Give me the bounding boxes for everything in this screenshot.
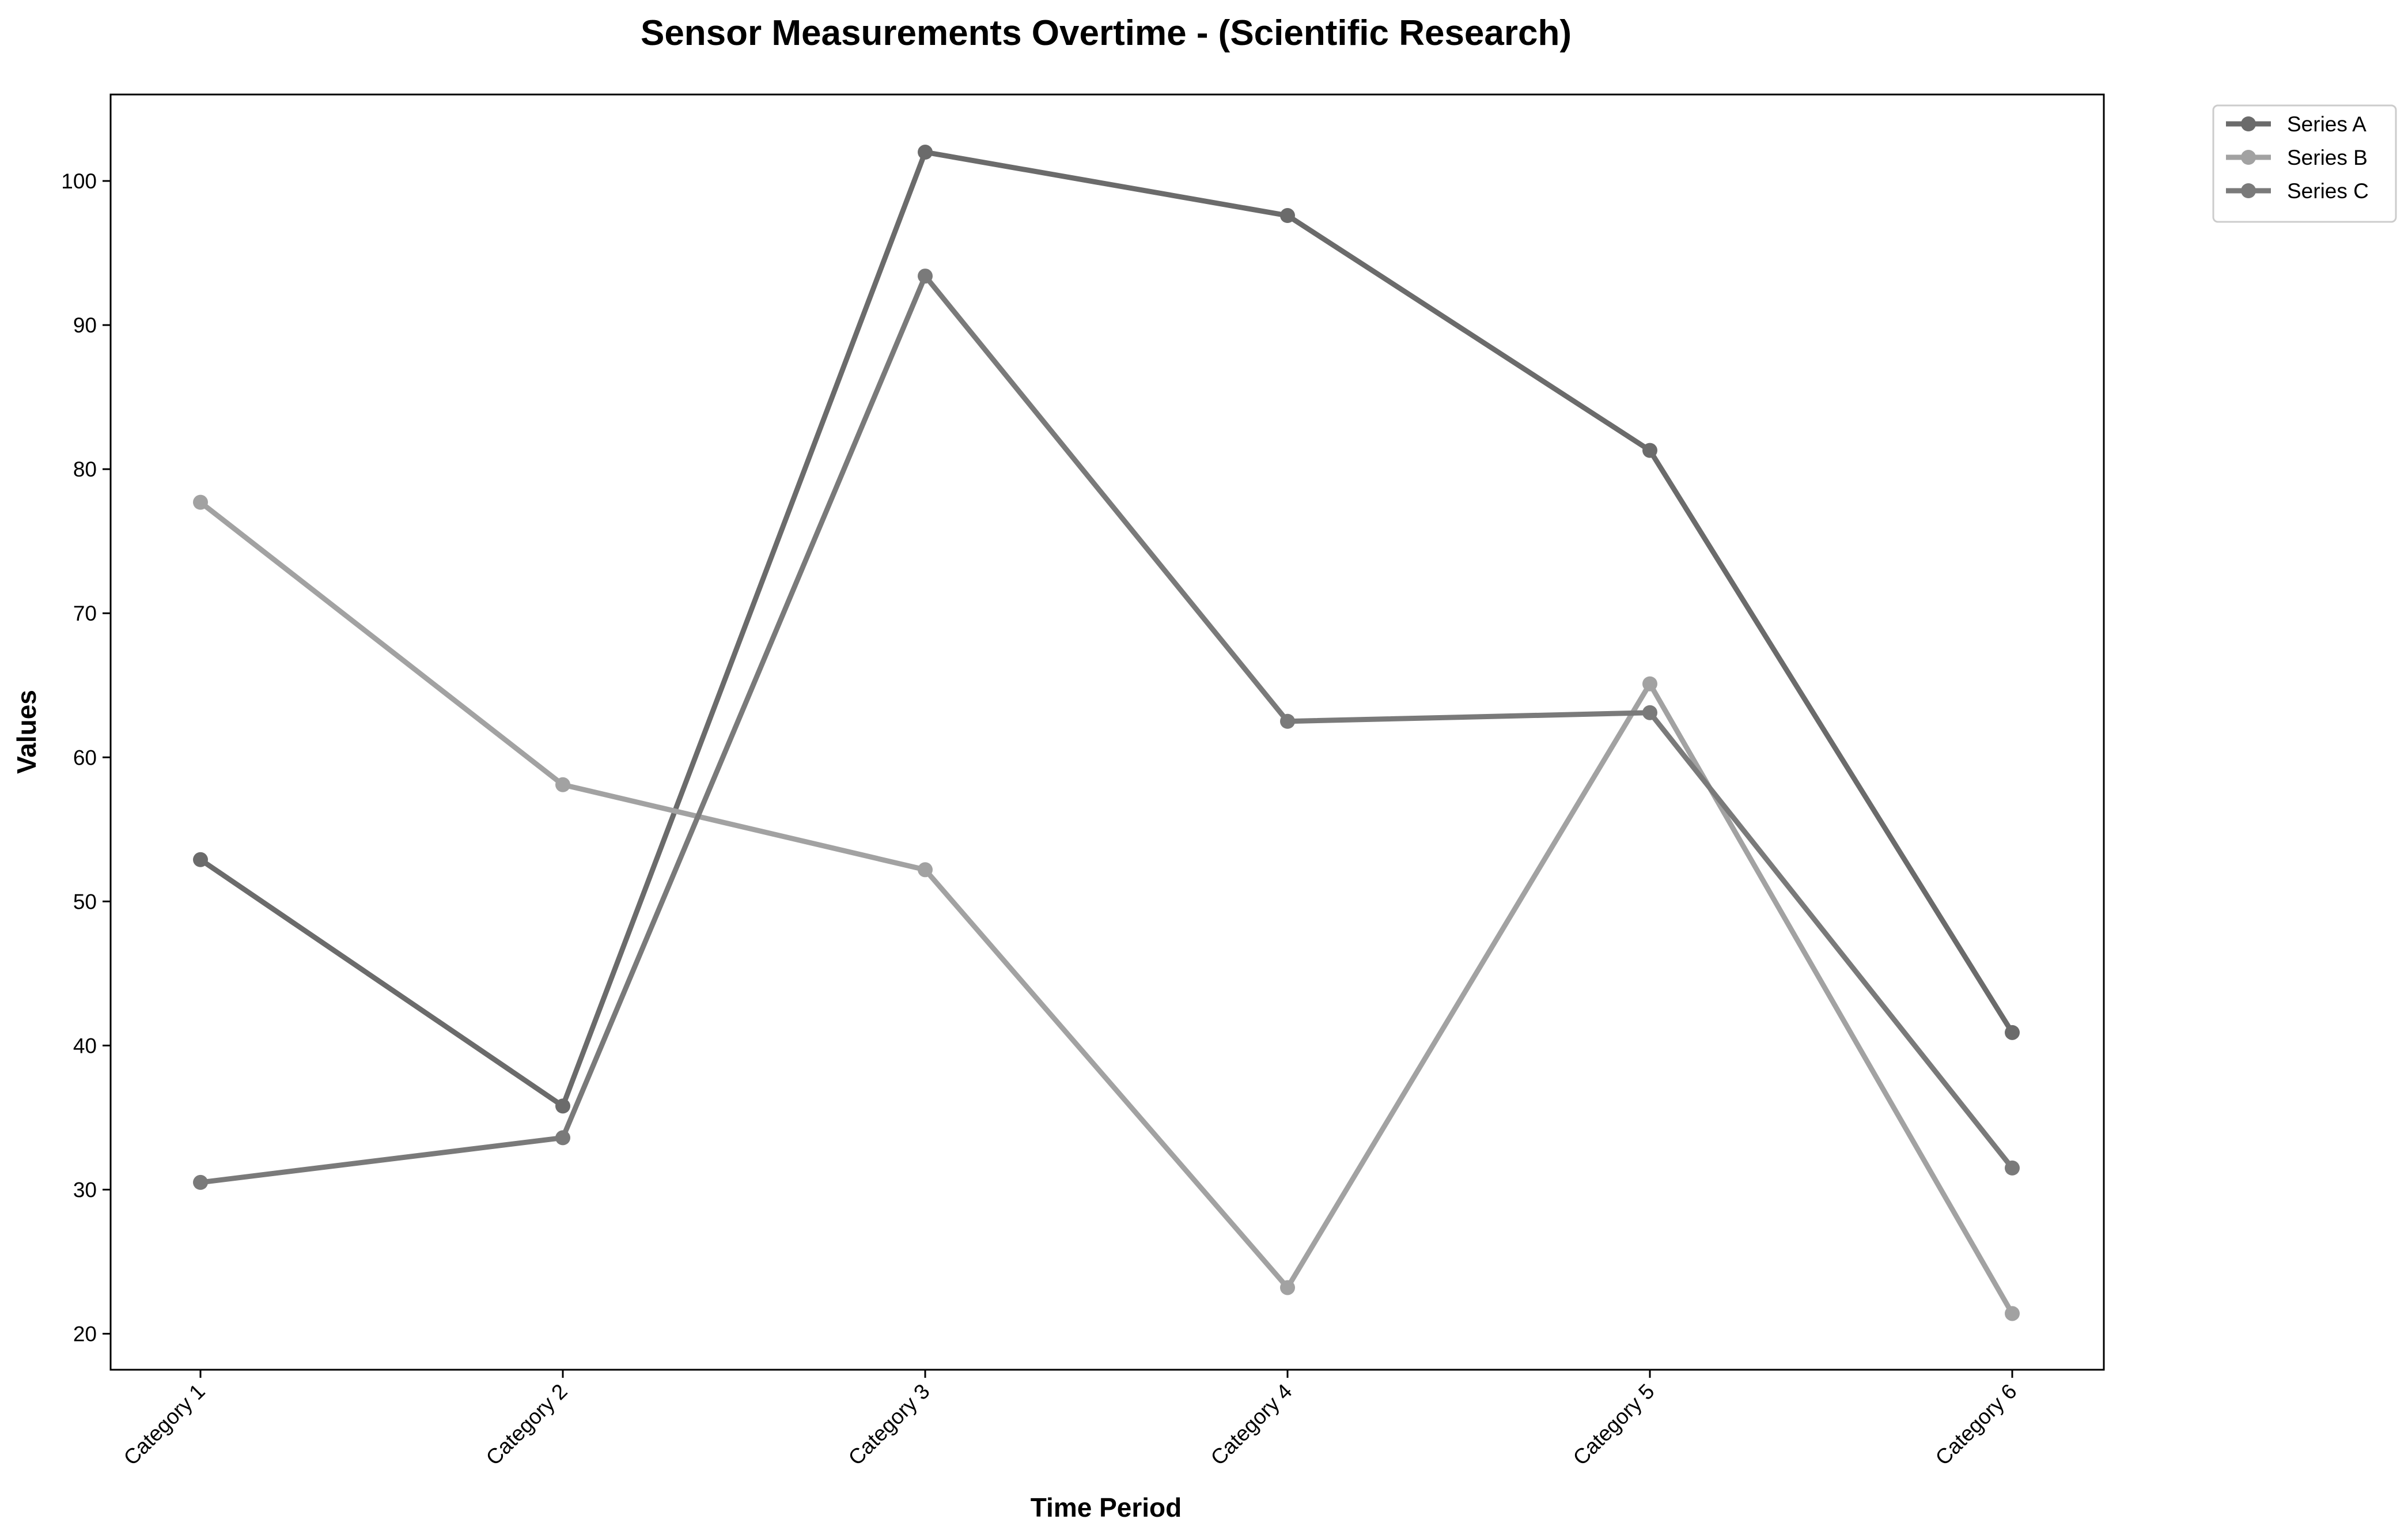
x-axis-label: Time Period bbox=[1031, 1492, 1182, 1522]
data-point bbox=[193, 494, 208, 510]
y-tick-label: 60 bbox=[73, 746, 97, 769]
data-point bbox=[1642, 443, 1657, 458]
y-tick-label: 80 bbox=[73, 458, 97, 481]
series-series-a bbox=[193, 145, 2020, 1114]
data-point bbox=[918, 145, 933, 160]
data-point bbox=[1642, 705, 1657, 720]
y-tick-label: 70 bbox=[73, 602, 97, 625]
y-axis-label: Values bbox=[12, 690, 41, 774]
series-line bbox=[198, 149, 2015, 1109]
data-point bbox=[2005, 1025, 2020, 1040]
data-point bbox=[555, 1130, 570, 1146]
data-point bbox=[918, 862, 933, 878]
data-point bbox=[1280, 713, 1295, 729]
data-point bbox=[1280, 208, 1295, 224]
chart-title: Sensor Measurements Overtime - (Scientif… bbox=[641, 13, 1572, 53]
y-tick-label: 40 bbox=[73, 1034, 97, 1057]
data-point bbox=[1642, 676, 1657, 691]
y-tick-label: 90 bbox=[73, 313, 97, 337]
series-layer bbox=[193, 145, 2020, 1321]
data-point bbox=[2005, 1306, 2020, 1321]
plot-area-frame bbox=[109, 93, 2105, 1371]
legend-marker bbox=[2241, 150, 2256, 165]
y-tick-label: 20 bbox=[73, 1322, 97, 1346]
y-tick-label: 100 bbox=[61, 169, 97, 193]
data-point bbox=[555, 1098, 570, 1114]
series-line bbox=[198, 273, 2015, 1185]
data-point bbox=[2005, 1160, 2020, 1176]
data-point bbox=[918, 269, 933, 284]
data-point bbox=[193, 1174, 208, 1190]
data-point bbox=[555, 777, 570, 792]
data-point bbox=[1280, 1280, 1295, 1295]
legend-label: Series C bbox=[2287, 179, 2369, 203]
series-series-c bbox=[193, 269, 2020, 1190]
legend: Series A Series B Series C bbox=[2212, 104, 2397, 223]
y-tick-label: 50 bbox=[73, 890, 97, 913]
y-axis-ticks: 20 30 40 50 60 70 80 90 100 bbox=[61, 169, 111, 1346]
y-tick-label: 30 bbox=[73, 1178, 97, 1201]
legend-marker bbox=[2241, 116, 2256, 131]
legend-label: Series B bbox=[2287, 146, 2368, 169]
data-point bbox=[193, 852, 208, 867]
legend-marker bbox=[2241, 183, 2256, 198]
legend-label: Series A bbox=[2287, 112, 2367, 136]
